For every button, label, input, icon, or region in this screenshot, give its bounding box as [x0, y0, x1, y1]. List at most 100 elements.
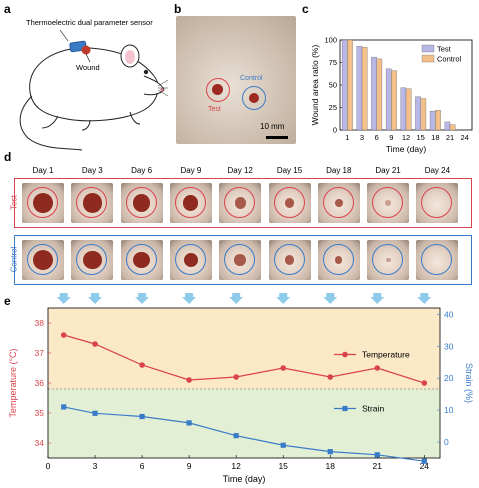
x-tick-label: 12	[402, 133, 410, 142]
x-tick-label: 9	[187, 461, 192, 471]
mouse-back-photo: Test Control 10 mm	[176, 16, 296, 144]
y-left-tick-label: 35	[35, 408, 45, 418]
control-wound-photo	[169, 240, 212, 280]
photo-control-label: Control	[240, 75, 263, 82]
x-tick-label: 12	[231, 461, 241, 471]
strain-point	[280, 442, 286, 448]
legend-temperature-marker	[342, 351, 348, 358]
control-row-label: Control	[9, 246, 19, 273]
temperature-point	[421, 380, 428, 386]
strain-point	[92, 410, 98, 416]
control-wound-photo	[120, 240, 163, 280]
y-left-tick-label: 36	[35, 378, 45, 388]
test-wound-photo	[317, 183, 360, 223]
day-label: Day 24	[424, 166, 451, 175]
temperature-point	[186, 377, 192, 383]
bar-test	[385, 68, 392, 131]
control-wound-photo	[416, 240, 459, 280]
y-right-tick-label: 0	[444, 437, 449, 447]
x-tick-label: 6	[375, 133, 379, 142]
bar-test	[415, 96, 421, 131]
control-wound-photo	[22, 240, 64, 280]
day-label: Day 9	[180, 166, 202, 175]
photo-test-label: Test	[208, 106, 221, 113]
wound-area-bar-chart: 0 25 50 75 100 1 3 6 9 12 15 18 21 24 Time (day) Wound …	[310, 36, 473, 154]
bar-control	[405, 88, 412, 131]
day-label: Day 3	[81, 166, 103, 175]
day-arrow-icon	[229, 293, 244, 304]
strain-point	[327, 449, 333, 455]
day-label: Day 15	[276, 166, 303, 175]
control-row-box	[14, 235, 472, 285]
day-arrow-icon	[370, 293, 385, 304]
bar-control	[435, 110, 441, 131]
legend-strain-label: Strain	[362, 404, 384, 414]
bar-test	[371, 56, 377, 131]
y-right-tick-label: 30	[444, 341, 454, 351]
x-tick-label: 15	[416, 133, 424, 142]
y-tick-label: 75	[329, 58, 337, 67]
y-axis-label: Wound area ratio (%)	[310, 45, 320, 126]
strain-point	[139, 413, 145, 420]
panel-e-letter: e	[4, 294, 11, 308]
control-wound-photo	[317, 240, 360, 280]
y-left-tick-label: 37	[35, 348, 45, 358]
temperature-point	[233, 374, 239, 380]
y-left-axis-label: Temperature (°C)	[8, 348, 18, 417]
legend-strain-marker	[342, 405, 348, 412]
x-axis-label: Time (day)	[223, 474, 266, 484]
control-wound-photo	[367, 240, 410, 280]
test-row-label: Test	[9, 195, 19, 210]
day-arrow-icon	[88, 293, 103, 304]
temperature-point	[327, 374, 334, 380]
x-tick-label: 15	[278, 461, 288, 471]
day-label: Day 6	[131, 166, 153, 175]
temperature-point	[92, 341, 98, 347]
y-left-tick-label: 34	[35, 438, 45, 448]
bar-test	[444, 121, 451, 131]
y-tick-label: 25	[329, 103, 337, 112]
panel-a-letter: a	[4, 2, 11, 16]
temperature-point	[139, 362, 145, 368]
mouse-illustration	[19, 29, 168, 151]
bar-control	[391, 70, 397, 131]
x-axis-label: Time (day)	[386, 144, 426, 154]
day-label: Day 21	[375, 166, 401, 175]
y-tick-label: 50	[329, 81, 337, 90]
bar-control	[347, 39, 353, 131]
x-tick-label: 24	[420, 461, 430, 471]
legend-label: Control	[437, 55, 462, 64]
legend-temperature-label: Temperature	[362, 350, 410, 360]
test-wound-photo	[416, 183, 459, 223]
panel-c-letter: c	[302, 2, 309, 16]
day-arrow-icon	[182, 293, 197, 304]
test-wound-photo	[367, 183, 410, 223]
test-wound-photo	[22, 183, 64, 223]
bar-test	[429, 110, 436, 131]
y-right-tick-label: 10	[444, 405, 454, 415]
temperature-point	[60, 332, 67, 338]
day-arrow-icon	[323, 293, 338, 304]
legend-swatch	[421, 44, 435, 53]
strain-region	[48, 389, 440, 458]
day-arrow-icon	[417, 293, 432, 304]
y-tick-label: 100	[324, 36, 337, 45]
temperature-point	[280, 365, 287, 371]
bar-test	[356, 46, 363, 131]
sensor-label: Thermoelectric dual parameter sensor	[26, 18, 153, 27]
panel-d-letter: d	[4, 150, 12, 164]
day-arrow-icon	[276, 293, 291, 304]
legend-swatch	[421, 54, 435, 63]
legend-label: Test	[437, 45, 452, 54]
control-wound-photo	[219, 240, 262, 280]
day-label: Day 18	[326, 166, 352, 175]
x-tick-label: 18	[326, 461, 336, 471]
temperature-point	[374, 365, 381, 371]
control-wound-photo	[71, 240, 114, 280]
test-wound-photo	[219, 183, 262, 223]
x-tick-label: 21	[446, 133, 454, 142]
x-tick-label: 3	[93, 461, 98, 471]
test-row-box	[14, 178, 472, 228]
test-wound-photo	[120, 183, 163, 223]
